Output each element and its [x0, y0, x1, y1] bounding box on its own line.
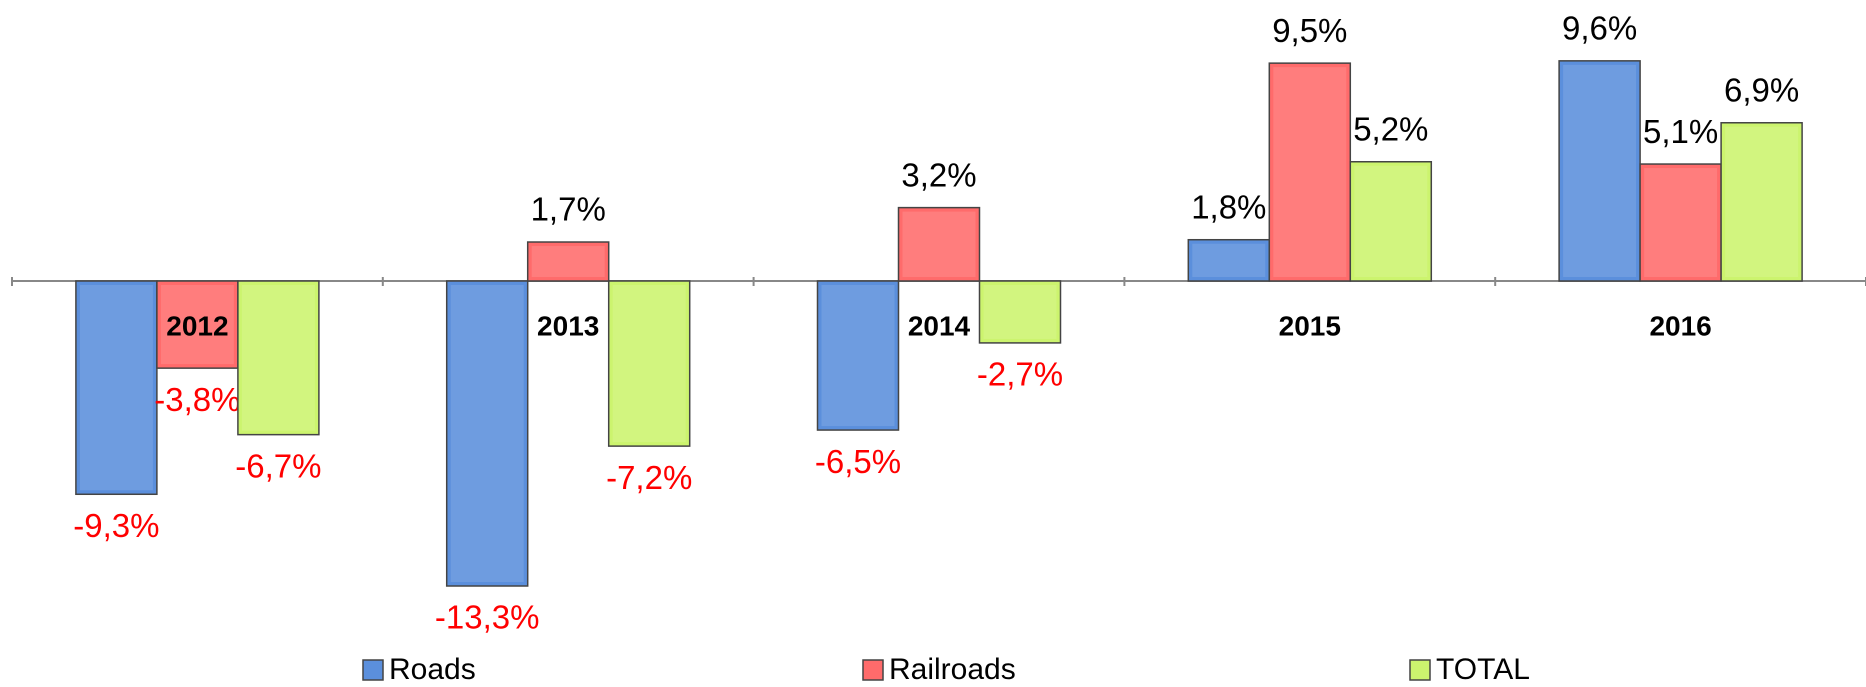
value-label: 6,9% [1724, 71, 1799, 108]
value-label: -2,7% [977, 356, 1063, 393]
bar-highlight [1192, 243, 1266, 277]
bar-highlight [1273, 67, 1347, 278]
bar [1558, 60, 1641, 282]
value-label: 9,6% [1562, 10, 1637, 47]
bar [156, 280, 239, 369]
bar-highlight [160, 285, 234, 365]
legend-swatch [362, 659, 384, 681]
x-tick-label: 2014 [908, 310, 971, 341]
bar-highlight [612, 285, 686, 443]
bar-highlight [79, 285, 153, 491]
bar-highlight [1563, 64, 1637, 277]
x-tick-label: 2013 [537, 310, 599, 341]
legend-swatch [1409, 659, 1431, 681]
bar-highlight [1644, 168, 1718, 277]
bar [445, 280, 529, 587]
value-label: -7,2% [606, 459, 692, 496]
bar [978, 280, 1062, 344]
bar-highlight [241, 285, 315, 431]
value-label: 9,5% [1272, 12, 1347, 49]
legend-label: TOTAL [1436, 653, 1530, 686]
bar [816, 280, 900, 431]
value-label: 1,7% [531, 191, 606, 228]
bar-highlight [531, 246, 605, 277]
value-label: 5,1% [1643, 113, 1718, 150]
bar [1639, 163, 1722, 282]
value-label: 3,2% [901, 156, 976, 193]
legend-swatch [862, 659, 884, 681]
bar [1187, 238, 1271, 282]
x-tick-label: 2012 [166, 310, 228, 341]
value-label: -6,7% [235, 447, 321, 484]
bar-highlight [1725, 126, 1799, 278]
bar-highlight [450, 285, 524, 582]
bar [897, 206, 981, 282]
bar [1720, 122, 1803, 282]
x-tick-label: 2016 [1649, 310, 1711, 341]
bar [75, 280, 158, 496]
legend-label: Roads [389, 653, 476, 686]
bar-highlight [821, 285, 895, 427]
value-label: -9,3% [73, 507, 159, 544]
bar-highlight [902, 211, 976, 277]
value-label: 1,8% [1191, 188, 1266, 225]
bar [1349, 161, 1433, 282]
bar [237, 280, 320, 436]
legend-label: Railroads [889, 653, 1016, 686]
value-label: -3,8% [154, 381, 240, 418]
bar [607, 280, 691, 447]
x-tick-label: 2015 [1279, 310, 1341, 341]
bar [526, 241, 610, 282]
bar-highlight [1354, 165, 1428, 277]
bar [1268, 62, 1352, 282]
value-label: -13,3% [435, 599, 540, 636]
value-label: -6,5% [815, 443, 901, 480]
bar-highlight [983, 285, 1057, 339]
value-label: 5,2% [1353, 110, 1428, 147]
